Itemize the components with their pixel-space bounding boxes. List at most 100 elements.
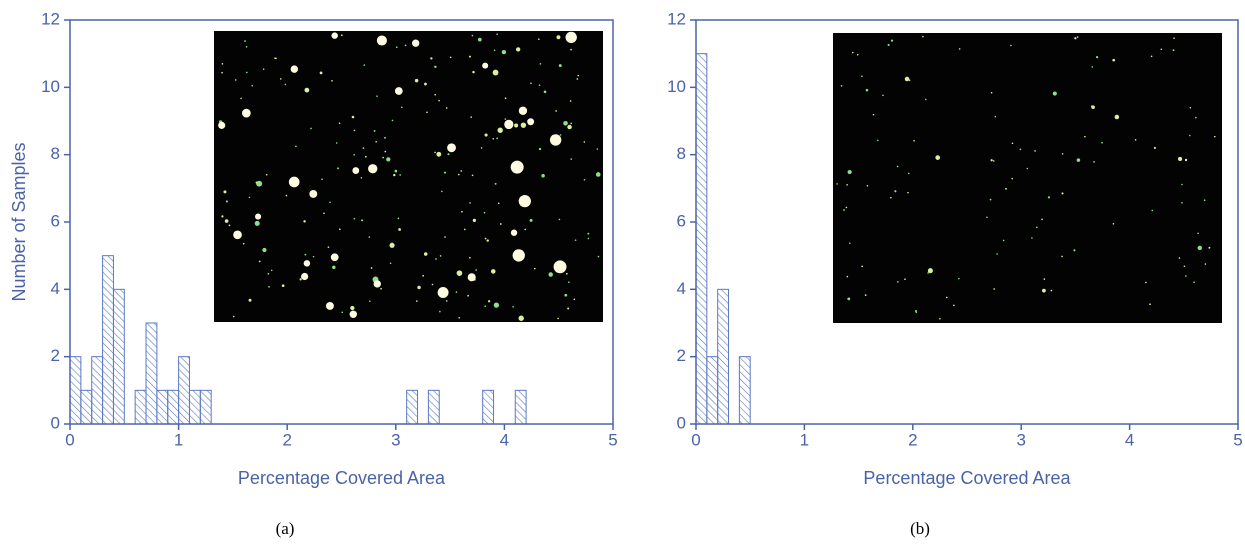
inset-dot xyxy=(1084,135,1086,138)
inset-dot xyxy=(487,300,491,303)
inset-dot xyxy=(1074,37,1077,40)
y-axis-title: Number of Samples xyxy=(9,142,29,301)
inset-dot xyxy=(569,100,572,102)
inset-dot xyxy=(1193,281,1195,284)
inset-dot xyxy=(467,273,476,282)
inset-dot xyxy=(1047,196,1050,199)
inset-dot xyxy=(1160,48,1163,51)
inset-dot xyxy=(922,35,924,38)
caption: (b) xyxy=(910,519,930,538)
y-tick-label: 4 xyxy=(677,279,686,298)
inset-dot xyxy=(856,53,859,56)
inset-dot xyxy=(430,57,433,60)
inset-dot xyxy=(368,236,371,238)
inset-dot xyxy=(1149,303,1151,306)
inset-dot xyxy=(583,141,586,143)
inset-dot xyxy=(458,317,461,319)
inset-dot xyxy=(221,215,224,218)
inset-dot xyxy=(472,70,475,74)
inset-dot xyxy=(861,265,864,268)
x-tick-label: 1 xyxy=(174,430,183,449)
inset-dot xyxy=(393,173,396,177)
inset-dot xyxy=(908,79,911,81)
y-tick-label: 0 xyxy=(51,413,60,432)
inset-dot xyxy=(576,78,579,80)
histogram-bar xyxy=(156,389,169,425)
inset-dot xyxy=(338,122,341,124)
inset-dot xyxy=(332,265,336,270)
inset-dot xyxy=(288,176,300,188)
inset-dot xyxy=(836,183,838,185)
inset-dot xyxy=(994,115,997,118)
inset-dot xyxy=(518,194,531,208)
inset-dot xyxy=(494,182,497,185)
inset-dot xyxy=(890,39,894,42)
inset-dot xyxy=(240,97,242,100)
inset-dot xyxy=(1204,263,1207,265)
inset-dot xyxy=(1134,139,1137,141)
histogram-bar xyxy=(706,356,719,425)
inset-dot xyxy=(1093,161,1095,163)
inset-dot xyxy=(351,115,355,119)
inset-dot xyxy=(927,272,929,274)
inset-dot xyxy=(849,242,851,244)
inset-dot xyxy=(439,255,442,257)
inset-dot xyxy=(218,121,226,129)
inset-dot xyxy=(913,139,915,142)
inset-dot xyxy=(527,118,535,126)
inset-dot xyxy=(894,190,897,193)
inset-dot xyxy=(389,242,395,248)
inset-dot xyxy=(262,247,267,253)
inset-dot xyxy=(310,127,312,130)
inset-dot xyxy=(1178,257,1181,259)
inset-dot xyxy=(1172,49,1175,52)
inset-dot xyxy=(1112,58,1116,62)
inset-dot xyxy=(896,165,899,168)
inset-dot xyxy=(353,129,356,132)
inset-dot xyxy=(472,218,477,223)
inset-dot xyxy=(877,139,879,142)
inset-dot xyxy=(1011,142,1014,145)
histogram-bar xyxy=(738,356,751,425)
inset-dot xyxy=(573,298,576,301)
inset-dot xyxy=(404,44,407,47)
inset-dot xyxy=(444,236,446,238)
inset-dot xyxy=(475,269,477,271)
inset-dot xyxy=(492,69,499,76)
inset-dot xyxy=(340,34,343,37)
inset-dot xyxy=(398,228,401,231)
inset-dot xyxy=(533,267,536,270)
inset-dot xyxy=(890,196,892,199)
histogram-bar xyxy=(112,288,125,425)
inset-dot xyxy=(958,48,961,50)
inset-dot xyxy=(382,156,384,159)
inset-dot xyxy=(483,211,486,214)
inset-dot xyxy=(847,297,851,301)
histogram-bar xyxy=(145,322,158,425)
x-tick-label: 2 xyxy=(908,430,917,449)
inset-dot xyxy=(595,172,601,177)
inset-dot xyxy=(426,111,428,114)
inset-dot xyxy=(563,120,568,126)
inset-dot xyxy=(437,286,449,298)
inset-dot xyxy=(492,137,495,140)
inset-dot xyxy=(389,262,392,265)
inset-dot xyxy=(274,57,276,60)
inset-dot xyxy=(1189,106,1192,109)
inset-dot xyxy=(1151,209,1154,212)
inset-dot xyxy=(846,183,848,186)
inset-dot xyxy=(221,63,224,65)
inset-dot xyxy=(990,159,993,162)
inset-dot xyxy=(986,216,988,219)
inset-dot xyxy=(568,281,570,283)
histogram-bar xyxy=(199,389,212,425)
x-tick-label: 4 xyxy=(500,430,509,449)
inset-dot xyxy=(538,147,542,151)
histogram-bar xyxy=(514,389,527,425)
inset-dot xyxy=(397,217,400,220)
inset-dot xyxy=(368,164,378,174)
inset-dot xyxy=(457,173,460,176)
histogram-bar xyxy=(695,53,708,425)
inset-dot xyxy=(225,200,228,203)
inset-dot xyxy=(279,78,282,80)
